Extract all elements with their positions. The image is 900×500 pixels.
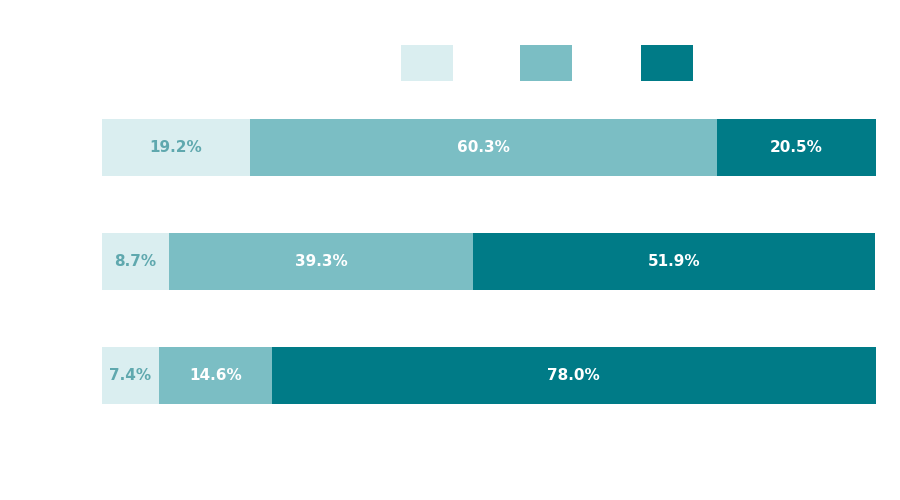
Bar xyxy=(272,346,876,404)
Text: 39.3%: 39.3% xyxy=(295,254,347,269)
Bar xyxy=(102,346,159,404)
Text: 14.6%: 14.6% xyxy=(189,368,242,383)
Bar xyxy=(473,232,875,290)
Text: 20.5%: 20.5% xyxy=(770,140,823,155)
Text: 8.7%: 8.7% xyxy=(114,254,157,269)
Text: 78.0%: 78.0% xyxy=(547,368,600,383)
Bar xyxy=(102,118,250,176)
Bar xyxy=(250,118,717,176)
Text: 19.2%: 19.2% xyxy=(149,140,202,155)
Bar xyxy=(169,232,473,290)
Bar xyxy=(102,232,169,290)
Text: 7.4%: 7.4% xyxy=(109,368,151,383)
Text: 60.3%: 60.3% xyxy=(457,140,510,155)
Bar xyxy=(159,346,272,404)
Text: 51.9%: 51.9% xyxy=(648,254,700,269)
Bar xyxy=(717,118,876,176)
